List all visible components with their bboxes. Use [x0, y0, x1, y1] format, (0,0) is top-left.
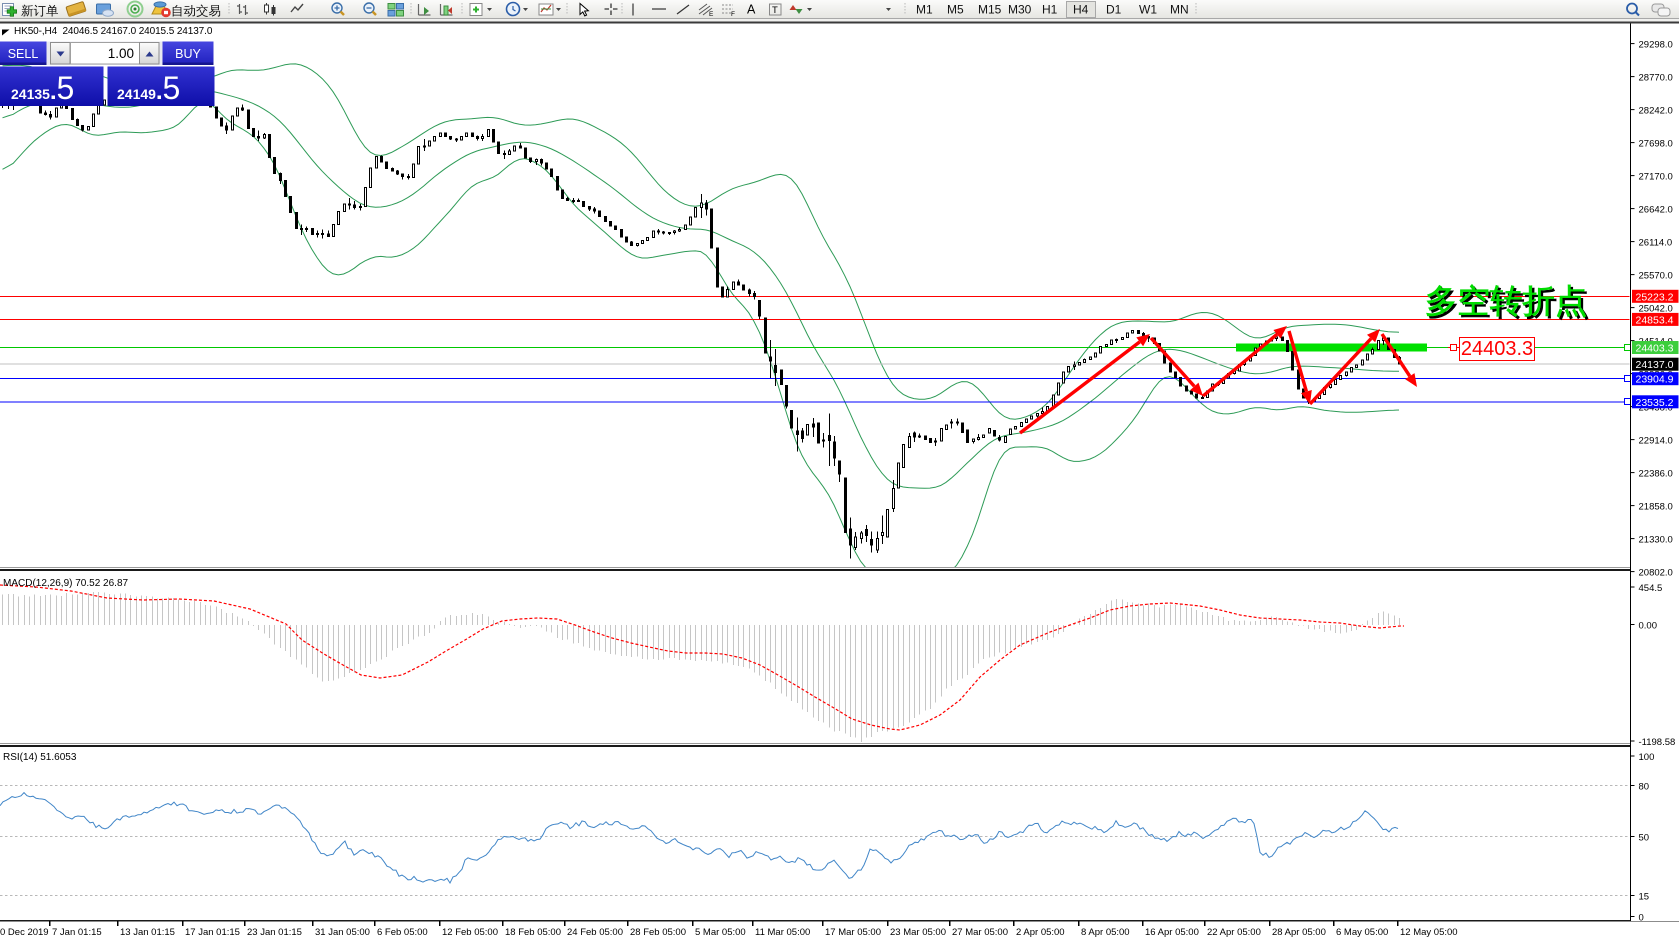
svg-text:28 Feb 05:00: 28 Feb 05:00 [630, 927, 686, 938]
svg-text:A: A [747, 3, 756, 17]
svg-text:H4: H4 [1073, 3, 1089, 17]
svg-text:22386.0: 22386.0 [1639, 469, 1673, 480]
svg-text:27698.0: 27698.0 [1639, 139, 1673, 150]
svg-text:27170.0: 27170.0 [1639, 172, 1673, 183]
svg-text:22914.0: 22914.0 [1639, 436, 1673, 447]
svg-text:1.00: 1.00 [108, 46, 134, 61]
svg-text:24403.3: 24403.3 [1636, 343, 1674, 355]
svg-text:31 Jan 05:00: 31 Jan 05:00 [315, 927, 370, 938]
svg-text:17 Jan 01:15: 17 Jan 01:15 [185, 927, 240, 938]
svg-text:28770.0: 28770.0 [1639, 73, 1673, 84]
svg-text:26114.0: 26114.0 [1639, 238, 1673, 249]
svg-text:23 Jan 01:15: 23 Jan 01:15 [247, 927, 302, 938]
svg-text:BUY: BUY [175, 47, 201, 61]
svg-text:M30: M30 [1008, 3, 1032, 17]
svg-text:24149: 24149 [117, 86, 156, 102]
svg-text:50: 50 [1639, 833, 1650, 844]
svg-text:27 Mar 05:00: 27 Mar 05:00 [952, 927, 1008, 938]
svg-text:5: 5 [163, 70, 181, 106]
svg-text:6 Feb 05:00: 6 Feb 05:00 [377, 927, 428, 938]
svg-text:24853.4: 24853.4 [1636, 314, 1674, 326]
svg-text:T: T [772, 5, 778, 16]
svg-text:24 Feb 05:00: 24 Feb 05:00 [567, 927, 623, 938]
svg-text:0 Dec 2019: 0 Dec 2019 [0, 927, 49, 938]
svg-text:0: 0 [1639, 913, 1644, 924]
svg-text:M5: M5 [947, 3, 964, 17]
svg-text:24403.3: 24403.3 [1461, 338, 1533, 360]
svg-text:22 Apr 05:00: 22 Apr 05:00 [1207, 927, 1261, 938]
svg-text:H1: H1 [1042, 3, 1058, 17]
svg-text:6 May 05:00: 6 May 05:00 [1336, 927, 1388, 938]
svg-text:D1: D1 [1106, 3, 1122, 17]
svg-text:13 Jan 01:15: 13 Jan 01:15 [120, 927, 175, 938]
svg-text:24135: 24135 [11, 86, 50, 102]
svg-text:12 Feb 05:00: 12 Feb 05:00 [442, 927, 498, 938]
svg-text:-1198.58: -1198.58 [1639, 737, 1676, 748]
svg-text:25570.0: 25570.0 [1639, 271, 1673, 282]
svg-text:0.00: 0.00 [1639, 621, 1658, 632]
svg-text:29298.0: 29298.0 [1639, 40, 1673, 51]
svg-text:5 Mar 05:00: 5 Mar 05:00 [695, 927, 746, 938]
svg-text:454.5: 454.5 [1639, 583, 1663, 594]
svg-text:12 May 05:00: 12 May 05:00 [1400, 927, 1458, 938]
svg-text:M1: M1 [916, 3, 933, 17]
svg-text:28242.0: 28242.0 [1639, 106, 1673, 117]
svg-text:M15: M15 [978, 3, 1002, 17]
svg-text:7 Jan 01:15: 7 Jan 01:15 [52, 927, 102, 938]
svg-text:28 Apr 05:00: 28 Apr 05:00 [1272, 927, 1326, 938]
svg-text:25223.2: 25223.2 [1636, 291, 1674, 303]
svg-text:23535.2: 23535.2 [1636, 397, 1674, 409]
svg-text:23 Mar 05:00: 23 Mar 05:00 [890, 927, 946, 938]
svg-text:16 Apr 05:00: 16 Apr 05:00 [1145, 927, 1199, 938]
svg-text:RSI(14) 51.6053: RSI(14) 51.6053 [3, 752, 77, 763]
svg-text:5: 5 [57, 70, 75, 106]
svg-text:MACD(12,26,9) 70.52 26.87: MACD(12,26,9) 70.52 26.87 [3, 578, 129, 589]
svg-text:17 Mar 05:00: 17 Mar 05:00 [825, 927, 881, 938]
svg-text:HK50-,H4 24046.5 24167.0 2401: HK50-,H4 24046.5 24167.0 24015.5 24137.0 [14, 26, 213, 37]
svg-text:W1: W1 [1139, 3, 1157, 17]
svg-text:21330.0: 21330.0 [1639, 535, 1673, 546]
svg-text:23904.9: 23904.9 [1636, 374, 1674, 386]
svg-text:11 Mar 05:00: 11 Mar 05:00 [755, 927, 810, 938]
svg-text:18 Feb 05:00: 18 Feb 05:00 [505, 927, 561, 938]
svg-text:SELL: SELL [8, 47, 39, 61]
svg-text:21858.0: 21858.0 [1639, 502, 1673, 513]
svg-text:15: 15 [1639, 892, 1650, 903]
svg-text:25042.0: 25042.0 [1639, 304, 1673, 315]
svg-text:24137.0: 24137.0 [1636, 359, 1674, 371]
svg-text:F: F [731, 11, 735, 18]
svg-text:80: 80 [1639, 782, 1650, 793]
svg-text:8 Apr 05:00: 8 Apr 05:00 [1081, 927, 1130, 938]
svg-text:MN: MN [1170, 3, 1189, 17]
svg-text:26642.0: 26642.0 [1639, 205, 1673, 216]
svg-text:2 Apr 05:00: 2 Apr 05:00 [1016, 927, 1065, 938]
svg-text:100: 100 [1639, 752, 1655, 763]
svg-text:E: E [709, 11, 714, 18]
svg-text:20802.0: 20802.0 [1639, 568, 1673, 579]
